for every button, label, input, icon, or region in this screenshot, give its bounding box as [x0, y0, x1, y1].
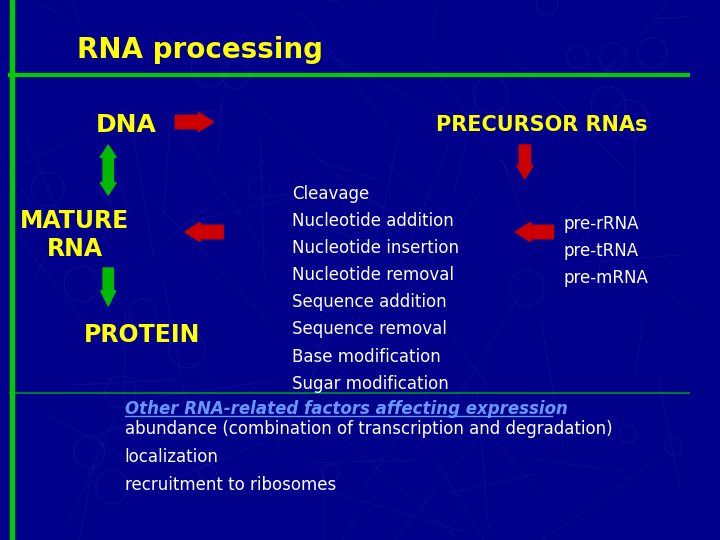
Text: Other RNA-related factors affecting expression: Other RNA-related factors affecting expr… — [125, 400, 567, 418]
Polygon shape — [517, 145, 533, 179]
Polygon shape — [185, 222, 223, 242]
Text: abundance (combination of transcription and degradation)
localization
recruitmen: abundance (combination of transcription … — [125, 420, 612, 494]
Text: MATURE
RNA: MATURE RNA — [20, 209, 130, 261]
Polygon shape — [101, 268, 116, 306]
Text: PRECURSOR RNAs: PRECURSOR RNAs — [436, 115, 647, 135]
Polygon shape — [100, 170, 116, 195]
Text: PROTEIN: PROTEIN — [84, 323, 201, 347]
Text: Cleavage
Nucleotide addition
Nucleotide insertion
Nucleotide removal
Sequence ad: Cleavage Nucleotide addition Nucleotide … — [292, 185, 459, 393]
Text: DNA: DNA — [96, 113, 157, 137]
Bar — [9, 0, 14, 540]
Text: pre-rRNA
pre-tRNA
pre-mRNA: pre-rRNA pre-tRNA pre-mRNA — [563, 215, 648, 287]
Polygon shape — [100, 145, 116, 170]
Text: RNA processing: RNA processing — [76, 36, 323, 64]
Polygon shape — [175, 112, 214, 132]
Polygon shape — [516, 222, 554, 242]
